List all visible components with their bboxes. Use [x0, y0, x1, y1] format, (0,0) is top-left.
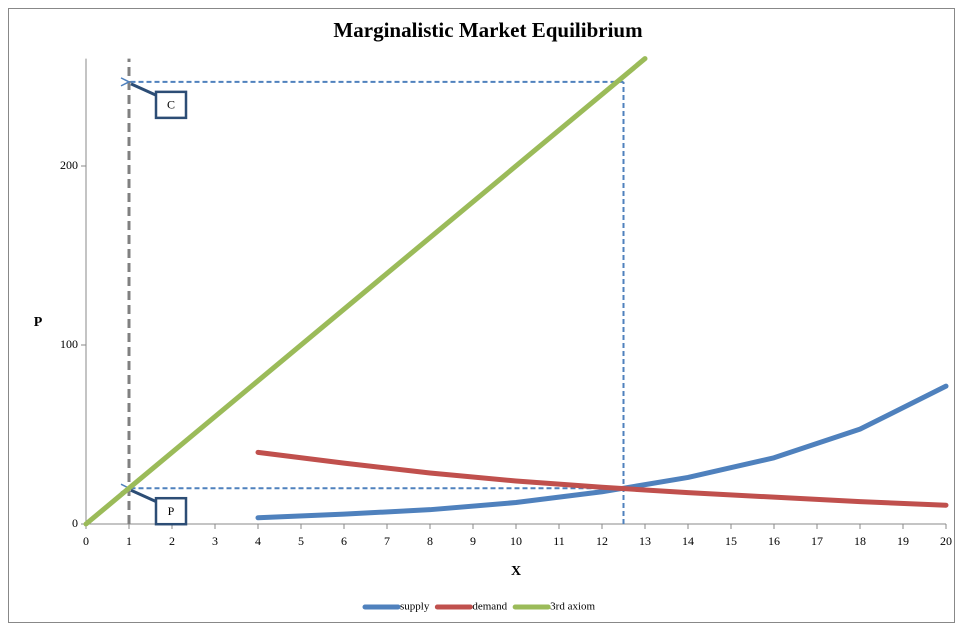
x-tick-label: 13 — [639, 534, 651, 548]
series-line — [83, 56, 648, 527]
x-tick-label: 18 — [854, 534, 866, 548]
x-tick-label: 16 — [768, 534, 780, 548]
x-tick-label: 10 — [510, 534, 522, 548]
legend-label: demand — [472, 601, 507, 613]
y-tick-label: 0 — [72, 516, 78, 530]
x-tick-label: 6 — [341, 534, 347, 548]
x-tick-label: 0 — [83, 534, 89, 548]
y-tick-label: 200 — [60, 158, 78, 172]
annotation-text: C — [167, 98, 175, 112]
annotation-box — [154, 90, 188, 120]
legend-label: 3rd axiom — [550, 601, 595, 613]
series-line — [255, 449, 949, 508]
x-tick-label: 11 — [553, 534, 565, 548]
x-tick-label: 15 — [725, 534, 737, 548]
x-tick-label: 14 — [682, 534, 694, 548]
x-tick-label: 7 — [384, 534, 390, 548]
y-axis-title: P — [34, 315, 43, 330]
chart-title: Marginalistic Market Equilibrium — [333, 18, 643, 42]
x-tick-label: 20 — [940, 534, 952, 548]
x-tick-label: 1 — [126, 534, 132, 548]
chart-frame — [8, 8, 955, 623]
series-line — [255, 383, 949, 521]
x-tick-label: 19 — [897, 534, 909, 548]
legend-label: supply — [400, 601, 430, 613]
x-tick-label: 2 — [169, 534, 175, 548]
x-axis-title: X — [511, 564, 521, 579]
x-tick-label: 4 — [255, 534, 261, 548]
x-tick-label: 12 — [596, 534, 608, 548]
x-tick-label: 17 — [811, 534, 823, 548]
x-tick-label: 3 — [212, 534, 218, 548]
x-tick-label: 8 — [427, 534, 433, 548]
y-tick-label: 100 — [60, 337, 78, 351]
annotation-text: P — [168, 504, 175, 518]
annotation-box — [154, 496, 188, 526]
x-tick-label: 5 — [298, 534, 304, 548]
x-tick-label: 9 — [470, 534, 476, 548]
